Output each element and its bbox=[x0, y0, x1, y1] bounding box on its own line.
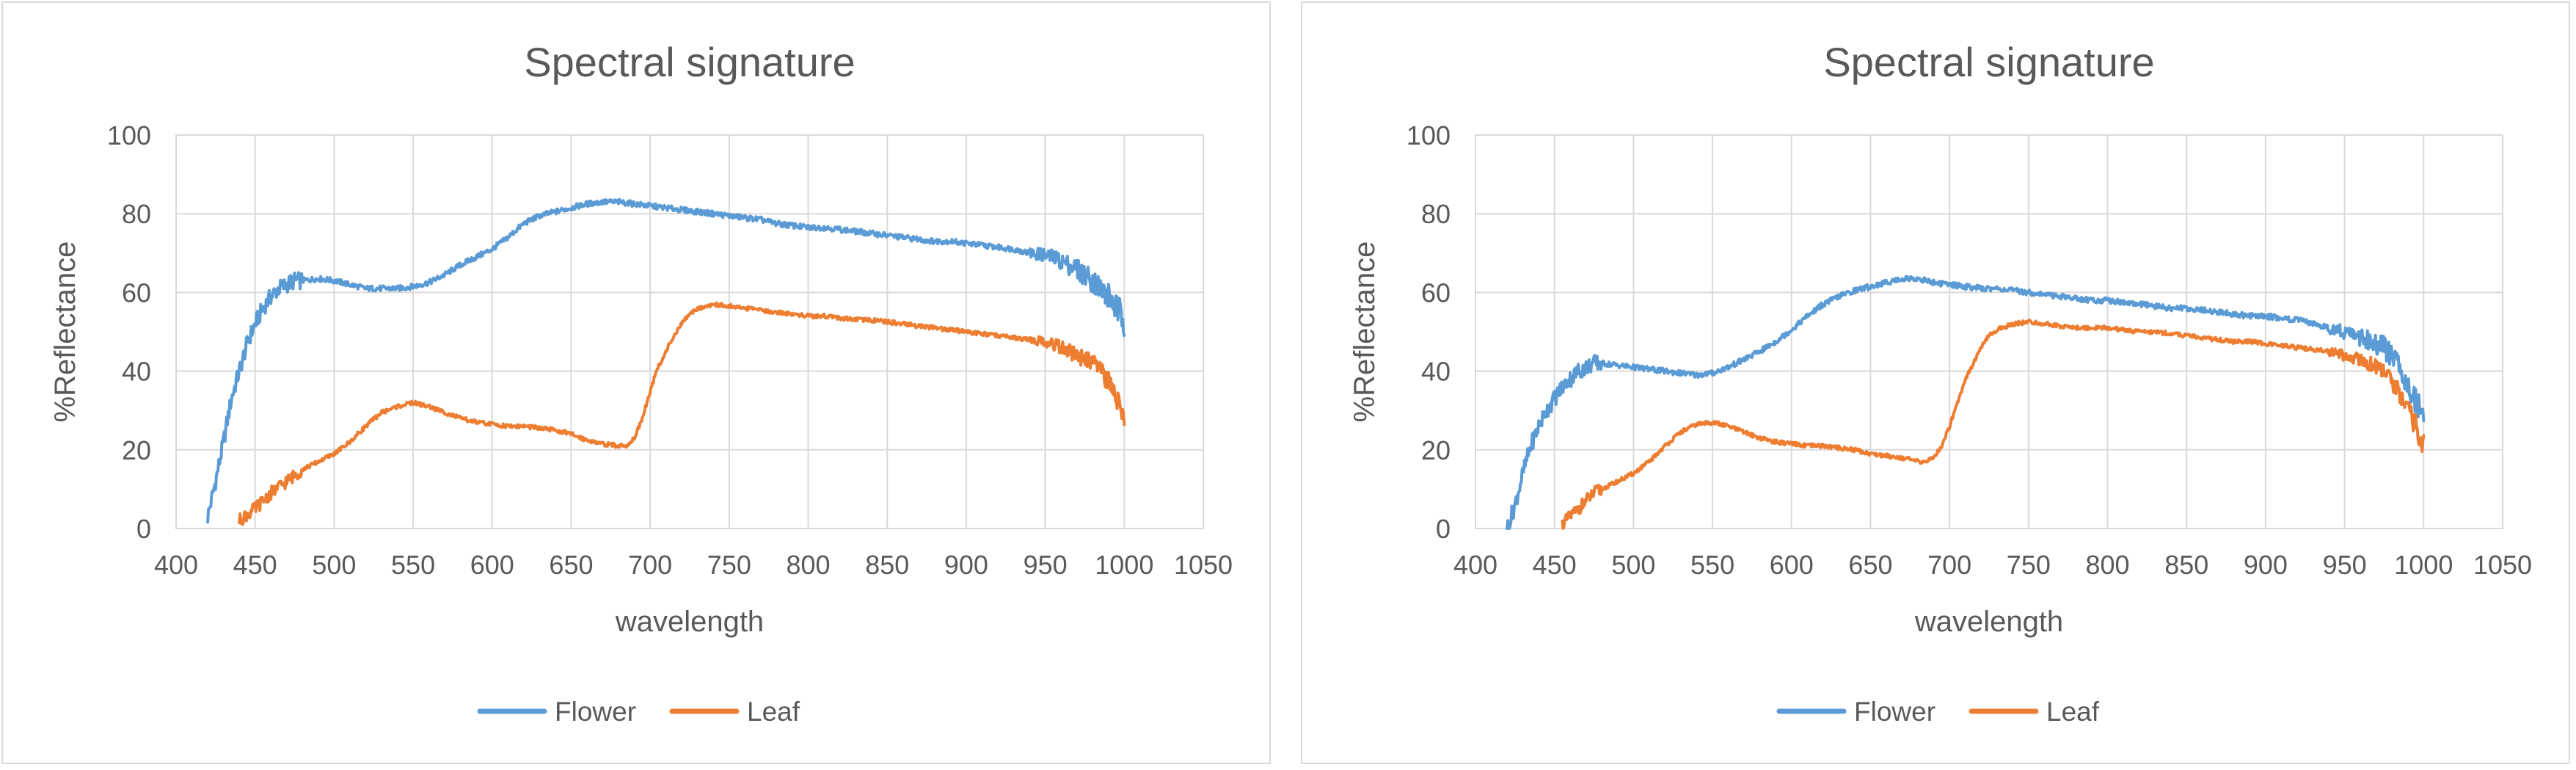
series-line-flower bbox=[1506, 275, 2426, 530]
series-line-leaf bbox=[1561, 318, 2426, 530]
y-tick-label: 0 bbox=[136, 514, 151, 544]
y-tick-label: 20 bbox=[1421, 435, 1451, 465]
chart-title: Spectral signature bbox=[1823, 39, 2154, 85]
chart-panel-right: Spectral signature 0 20 40 60 80 100 400 450 500 5… bbox=[1301, 1, 2570, 764]
x-tick-label: 450 bbox=[1533, 550, 1577, 580]
x-tick-label: 500 bbox=[312, 550, 356, 580]
x-tick-label: 400 bbox=[1453, 550, 1497, 580]
x-axis-title: wavelength bbox=[1914, 606, 2063, 638]
x-tick-label: 750 bbox=[2007, 550, 2051, 580]
x-tick-label: 400 bbox=[154, 550, 198, 580]
legend-label-leaf: Leaf bbox=[747, 697, 800, 727]
y-tick-label: 0 bbox=[1436, 514, 1451, 544]
y-tick-label: 100 bbox=[1406, 120, 1451, 150]
x-tick-label: 850 bbox=[2164, 550, 2208, 580]
y-axis-title: %Reflectance bbox=[1349, 241, 1381, 423]
legend-label-leaf: Leaf bbox=[2046, 697, 2100, 727]
x-tick-label: 1050 bbox=[1174, 550, 1233, 580]
y-tick-label: 40 bbox=[1421, 357, 1451, 387]
chart-svg: Spectral signature 0 20 40 60 80 100 400 450 500 5… bbox=[1349, 39, 2532, 727]
chart-panel-left: Spectral signature 0 20 40 60 80 100 400 450 500 5… bbox=[1, 1, 1271, 764]
plot-area bbox=[175, 134, 1204, 529]
series-line-leaf bbox=[238, 301, 1126, 526]
y-tick-label: 80 bbox=[1421, 199, 1451, 229]
legend-label-flower: Flower bbox=[555, 697, 636, 727]
chart-svg: Spectral signature 0 20 40 60 80 100 400 450 500 5… bbox=[49, 39, 1233, 727]
y-axis-title: %Reflectance bbox=[49, 241, 81, 423]
y-tick-label: 20 bbox=[122, 435, 151, 465]
legend-label-flower: Flower bbox=[1854, 697, 1935, 727]
plot-area bbox=[1475, 134, 2503, 529]
y-tick-label: 60 bbox=[1421, 277, 1451, 308]
x-tick-label: 1000 bbox=[1095, 550, 1153, 580]
y-tick-label: 60 bbox=[122, 277, 151, 308]
y-tick-label: 40 bbox=[122, 357, 151, 387]
y-tick-label: 100 bbox=[107, 120, 151, 150]
x-tick-label: 800 bbox=[786, 550, 830, 580]
y-tick-label: 80 bbox=[122, 199, 151, 229]
x-tick-label: 600 bbox=[1770, 550, 1814, 580]
x-tick-label: 450 bbox=[233, 550, 277, 580]
x-tick-label: 900 bbox=[2244, 550, 2288, 580]
x-tick-label: 700 bbox=[628, 550, 672, 580]
x-tick-label: 500 bbox=[1611, 550, 1655, 580]
x-tick-label: 650 bbox=[1848, 550, 1892, 580]
x-tick-label: 700 bbox=[1927, 550, 1971, 580]
x-tick-label: 950 bbox=[2323, 550, 2367, 580]
x-tick-label: 800 bbox=[2085, 550, 2129, 580]
x-tick-label: 550 bbox=[1690, 550, 1734, 580]
x-tick-label: 750 bbox=[707, 550, 751, 580]
x-tick-label: 950 bbox=[1024, 550, 1068, 580]
chart-title: Spectral signature bbox=[524, 39, 855, 85]
series-line-flower bbox=[206, 197, 1126, 524]
x-tick-label: 550 bbox=[391, 550, 435, 580]
x-tick-label: 600 bbox=[470, 550, 514, 580]
x-tick-label: 850 bbox=[865, 550, 909, 580]
x-tick-label: 1000 bbox=[2394, 550, 2453, 580]
x-tick-label: 650 bbox=[549, 550, 593, 580]
x-tick-label: 900 bbox=[944, 550, 988, 580]
x-tick-label: 1050 bbox=[2473, 550, 2532, 580]
x-axis-title: wavelength bbox=[615, 606, 764, 638]
